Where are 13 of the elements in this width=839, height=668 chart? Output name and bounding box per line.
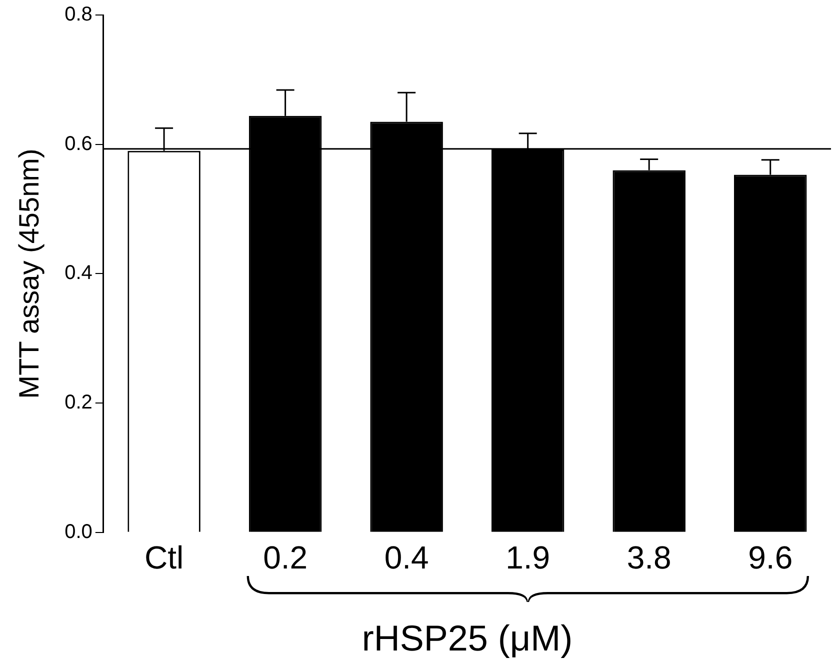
x-tick-label: 9.6 [748, 539, 793, 576]
x-tick-label: 0.2 [263, 539, 308, 576]
y-tick-label: 0.6 [64, 132, 92, 155]
y-tick-label: 0.0 [64, 520, 92, 543]
y-tick-label: 0.2 [64, 392, 92, 414]
x-tick-label: 0.4 [384, 539, 429, 576]
x-tick-label: Ctl [144, 539, 184, 576]
y-tick-label: 0.8 [64, 4, 92, 26]
x-axis-title: rHSP25 (μM) [362, 617, 573, 658]
y-axis-title: MTT assay (455nm) [14, 148, 45, 399]
x-tick-label: 1.9 [506, 539, 550, 576]
y-tick-label: 0.4 [64, 262, 92, 284]
x-tick-label: 3.8 [626, 539, 672, 576]
